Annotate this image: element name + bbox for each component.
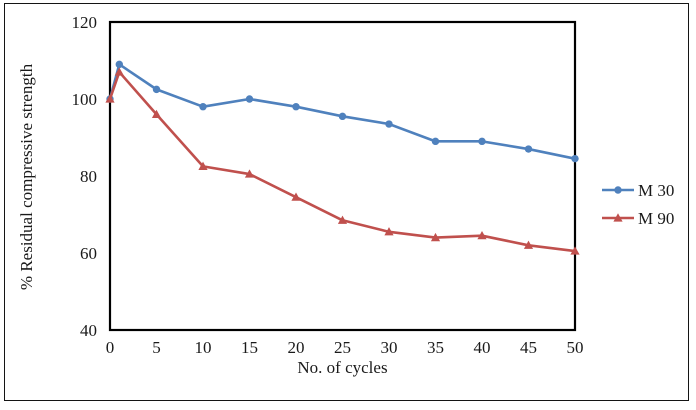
plot-border (108, 20, 577, 332)
x-tick-label: 5 (152, 338, 161, 357)
y-tick-label: 80 (80, 167, 97, 186)
legend-label: M 30 (638, 181, 674, 200)
data-point-marker (571, 154, 579, 163)
data-point-marker (152, 85, 161, 94)
series-m-30 (106, 60, 579, 163)
x-tick-label: 15 (241, 338, 258, 357)
data-point-marker (385, 120, 393, 128)
y-tick-label: 40 (80, 321, 97, 340)
y-tick-label: 60 (80, 244, 97, 263)
data-point-marker (151, 109, 162, 118)
data-point-marker (337, 215, 348, 224)
legend-marker-icon (613, 213, 623, 222)
x-tick-label: 45 (520, 338, 537, 357)
data-point-marker (384, 227, 394, 236)
y-tick-label: 120 (72, 13, 98, 32)
x-tick-label: 35 (427, 338, 444, 357)
series-line (108, 70, 577, 253)
legend-item-m-30: M 30 (602, 181, 674, 200)
data-point-marker (430, 232, 441, 242)
data-point-marker (292, 103, 300, 111)
legend-marker-icon (614, 186, 622, 194)
legend-item-m-90: M 90 (602, 209, 674, 228)
data-point-marker (105, 94, 115, 103)
data-point-marker (291, 192, 301, 201)
data-point-marker (478, 137, 486, 146)
data-point-marker (523, 240, 534, 249)
x-tick-label: 25 (334, 338, 351, 357)
data-point-marker (338, 112, 347, 121)
legend-label: M 90 (638, 209, 674, 228)
data-point-marker (199, 103, 207, 111)
data-point-marker (114, 67, 124, 76)
series-line (108, 63, 577, 160)
x-tick-label: 30 (381, 338, 398, 357)
x-tick-label: 40 (474, 338, 491, 357)
series-m-90 (105, 67, 580, 255)
y-tick-label: 100 (72, 90, 98, 109)
data-point-marker (244, 169, 255, 178)
x-tick-label: 10 (195, 338, 212, 357)
data-point-marker (115, 60, 124, 69)
x-tick-label: 20 (288, 338, 305, 357)
x-tick-label: 50 (567, 338, 584, 357)
data-point-marker (570, 246, 580, 255)
x-tick-label: 0 (106, 338, 115, 357)
data-point-marker (524, 145, 533, 153)
legend: M 30 M 90 (602, 181, 674, 228)
data-point-marker (245, 95, 254, 103)
data-point-marker (198, 161, 208, 170)
data-point-marker (477, 230, 487, 240)
data-point-marker (431, 137, 440, 146)
